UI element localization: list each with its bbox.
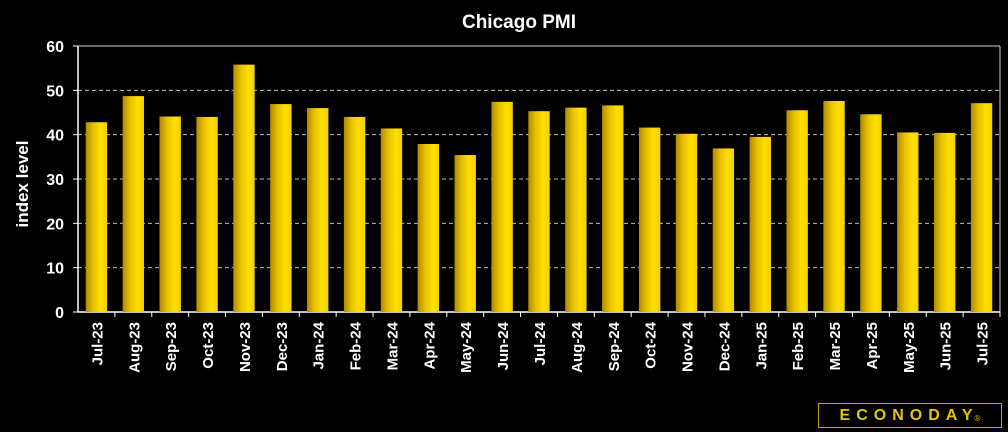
x-tick-label: Jun-25 [938, 322, 955, 370]
bar-Jul-25 [970, 103, 993, 312]
x-tick-label: Dec-23 [274, 322, 291, 371]
bar-Nov-23 [233, 64, 255, 313]
bar-Aug-23 [122, 96, 145, 312]
y-tick-label: 30 [46, 172, 64, 189]
bar-Oct-23 [196, 116, 218, 312]
x-tick-label: Oct-24 [643, 321, 660, 368]
bar-May-25 [897, 132, 919, 312]
x-tick-label: May-24 [458, 321, 475, 373]
x-tick-label: Nov-23 [237, 322, 254, 372]
x-tick-label: Jul-24 [532, 321, 549, 365]
x-tick-label: Apr-24 [421, 321, 438, 369]
bar-Dec-23 [270, 104, 292, 313]
x-tick-label: Aug-24 [569, 321, 586, 372]
y-tick-label: 50 [46, 83, 64, 100]
bar-Jan-24 [307, 108, 329, 312]
x-tick-label: Oct-23 [200, 322, 217, 369]
bar-Feb-25 [786, 110, 808, 313]
bar-Apr-24 [417, 143, 440, 312]
econoday-logo: ECONODAY ® [818, 403, 1002, 428]
bar-Feb-24 [343, 116, 366, 312]
x-tick-label: Mar-24 [384, 321, 401, 370]
bar-Jan-25 [749, 136, 771, 312]
bar-Oct-24 [638, 127, 661, 312]
bar-Nov-24 [675, 133, 698, 312]
y-axis-label: index level [13, 141, 32, 228]
y-tick-label: 0 [55, 305, 64, 322]
x-tick-label: Dec-24 [716, 321, 733, 371]
bar-Sep-24 [602, 105, 624, 312]
x-tick-label: Jul-25 [975, 322, 992, 365]
plot-area: 0 10 20 30 40 50 60 Jul-23 Aug-23 Sep-23 Oct-23 Nov… [46, 39, 1001, 373]
logo-registered-mark: ® [974, 414, 981, 423]
bar-Mar-24 [380, 128, 403, 312]
x-tick-label: May-25 [901, 322, 918, 373]
chart-title: Chicago PMI [462, 12, 576, 33]
x-tick-label: Jul-23 [89, 322, 106, 365]
y-tick-label: 10 [46, 261, 64, 278]
x-tick-label: Sep-24 [606, 321, 623, 371]
x-tick-label: Apr-25 [864, 322, 881, 370]
x-tick-label: Mar-25 [827, 322, 844, 370]
x-tick-label: Jun-24 [495, 321, 512, 370]
bar-May-24 [454, 155, 476, 312]
bar-Sep-23 [159, 116, 181, 313]
y-tick-label: 20 [46, 216, 64, 233]
bar-Mar-25 [823, 100, 845, 313]
x-tick-label: Feb-25 [790, 322, 807, 370]
bar-Dec-24 [712, 148, 735, 312]
x-tick-label: Aug-23 [126, 322, 143, 373]
x-tick-label: Nov-24 [680, 321, 697, 372]
x-tick-label: Feb-24 [348, 321, 365, 370]
bar-Jun-24 [491, 101, 513, 312]
y-tick-label: 40 [46, 128, 64, 145]
bar-Jul-24 [528, 111, 550, 312]
x-tick-label: Jan-24 [311, 321, 328, 369]
bar-Aug-24 [565, 107, 587, 312]
x-tick-label: Sep-23 [163, 322, 180, 371]
x-tick-label: Jan-25 [753, 322, 770, 370]
bar-Jun-25 [933, 132, 956, 312]
bar-Jul-23 [85, 122, 108, 313]
bar-Apr-25 [860, 114, 882, 312]
y-tick-label: 60 [46, 39, 64, 56]
logo-text: ECONODAY [839, 406, 979, 424]
